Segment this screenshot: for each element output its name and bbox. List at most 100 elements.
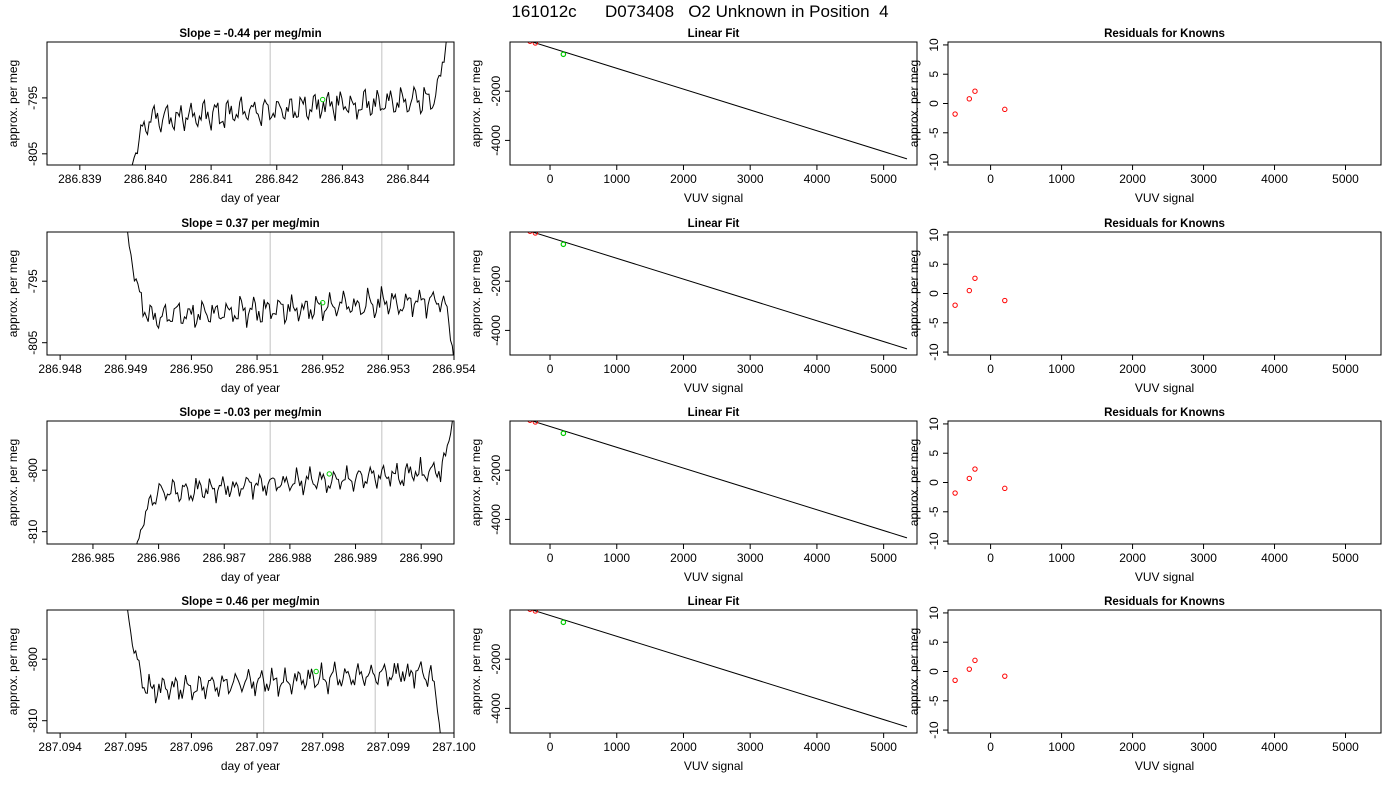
x-tick-label: 4000 (1261, 551, 1288, 565)
plot-area (131, 42, 447, 165)
known-point (972, 466, 978, 472)
y-tick-label: -800 (26, 647, 40, 671)
x-tick-label: 3000 (1190, 362, 1217, 376)
known-point (532, 421, 539, 425)
x-tick-label: 4000 (804, 740, 831, 754)
known-point (1002, 485, 1008, 492)
x-tick-label: 1000 (1048, 740, 1075, 754)
y-tick-label: 10 (927, 606, 941, 620)
x-tick-label: 286.990 (399, 551, 443, 565)
plot-frame (46, 609, 455, 734)
y-tick-label: -2000 (489, 644, 503, 675)
x-tick-label: 286.839 (58, 172, 102, 186)
panel-2-2: Linear Fit 0 1000 2000 3000 4000 5000 -2000 -400… (469, 218, 918, 395)
panel-4-1: Slope = 0.46 per meg/min 287.094 287.095 28… (6, 596, 476, 773)
known-point (966, 666, 972, 672)
plot-area (952, 275, 1008, 308)
x-tick-label: 287.100 (432, 740, 476, 754)
known-point (532, 610, 539, 614)
panel-title: Linear Fit (688, 28, 740, 40)
x-tick-label: 2000 (1119, 362, 1146, 376)
y-tick-label: -2000 (489, 455, 503, 486)
x-tick-label: 2000 (1119, 172, 1146, 186)
plot-area (136, 421, 453, 544)
data-trace (136, 421, 453, 544)
known-point (966, 475, 972, 482)
known-point (527, 232, 533, 234)
plot-area (127, 610, 441, 733)
fit-line (530, 232, 908, 350)
x-axis-label: day of year (221, 759, 280, 773)
y-tick-label: 10 (927, 417, 941, 431)
x-tick-label: 4000 (1261, 740, 1288, 754)
x-tick-label: 2000 (670, 362, 697, 376)
panel-title: Residuals for Knowns (1104, 218, 1225, 230)
y-axis-label: approx. per meg (907, 250, 921, 337)
x-tick-label: 287.099 (367, 740, 411, 754)
x-tick-label: 3000 (737, 172, 764, 186)
data-trace (127, 232, 454, 355)
panel-1-1: Slope = -0.44 per meg/min 286.839 286.840 2… (6, 28, 455, 205)
x-axis-label: VUV signal (1135, 191, 1194, 205)
x-tick-label: 5000 (870, 172, 897, 186)
x-tick-label: 287.097 (235, 740, 279, 754)
unknown-point (560, 619, 567, 626)
y-tick-label: -800 (26, 458, 40, 482)
x-tick-label: 0 (987, 551, 994, 565)
plot-area (527, 610, 908, 728)
panel-3-3: Residuals for Knowns 0 1000 2000 3000 4000 500… (907, 407, 1382, 584)
x-tick-label: 4000 (1261, 172, 1288, 186)
plot-frame (46, 231, 455, 356)
panel-4-3: Residuals for Knowns 0 1000 2000 3000 4000 500… (907, 596, 1382, 773)
x-tick-label: 5000 (870, 740, 897, 754)
x-tick-label: 287.098 (301, 740, 345, 754)
x-tick-label: 5000 (1332, 172, 1359, 186)
y-axis-label: approx. per meg (907, 628, 921, 715)
panel-4-2: Linear Fit 0 1000 2000 3000 4000 5000 -2000 -400… (469, 596, 918, 773)
x-tick-label: 286.952 (301, 362, 345, 376)
x-tick-label: 1000 (1048, 172, 1075, 186)
x-axis-label: VUV signal (684, 381, 743, 395)
known-point (952, 302, 958, 308)
panel-1-3: Residuals for Knowns 0 1000 2000 3000 4000 500… (907, 28, 1382, 205)
known-point (1002, 106, 1008, 113)
fit-line (530, 610, 908, 728)
y-tick-label: -4000 (489, 125, 503, 156)
panel-title: Linear Fit (688, 596, 740, 608)
x-tick-label: 2000 (670, 172, 697, 186)
x-tick-label: 4000 (1261, 362, 1288, 376)
x-tick-label: 287.095 (104, 740, 148, 754)
x-axis-label: day of year (221, 191, 280, 205)
x-tick-label: 3000 (737, 551, 764, 565)
plot-area (527, 42, 908, 160)
x-tick-label: 1000 (603, 551, 630, 565)
y-tick-label: 5 (927, 71, 941, 78)
y-axis-label: approx. per meg (907, 439, 921, 526)
x-tick-label: 4000 (804, 362, 831, 376)
plot-frame (509, 41, 918, 166)
y-tick-label: -810 (26, 708, 40, 732)
x-tick-label: 5000 (1332, 740, 1359, 754)
plot-frame (509, 231, 918, 356)
y-tick-label: -4000 (489, 693, 503, 724)
known-point (1002, 297, 1008, 304)
y-tick-label: -2000 (489, 266, 503, 297)
fit-line (530, 421, 908, 539)
y-tick-label: -795 (26, 269, 40, 293)
known-point (514, 414, 518, 418)
known-point (527, 610, 533, 612)
known-point (532, 42, 539, 46)
y-tick-label: -2000 (489, 76, 503, 107)
y-axis-label: approx. per meg (6, 250, 20, 337)
x-tick-label: 286.950 (170, 362, 214, 376)
x-tick-label: 0 (987, 740, 994, 754)
x-tick-label: 3000 (1190, 551, 1217, 565)
known-point (527, 421, 533, 423)
plot-area (952, 88, 1008, 117)
data-trace (131, 42, 447, 165)
y-tick-label: 0 (927, 479, 941, 486)
unknown-point (560, 51, 567, 58)
x-tick-label: 0 (547, 551, 554, 565)
panel-3-2: Linear Fit 0 1000 2000 3000 4000 5000 -2000 -400… (469, 407, 918, 584)
y-tick-label: -4000 (489, 504, 503, 535)
